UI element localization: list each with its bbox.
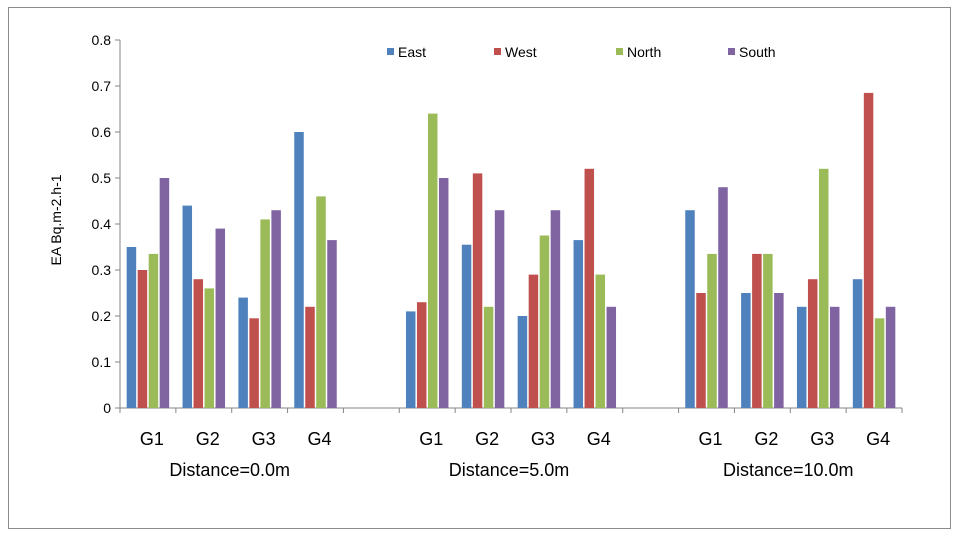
bar-west: [528, 274, 539, 408]
bar-west: [863, 92, 874, 409]
legend-swatch-east: [387, 48, 394, 55]
bar-south: [327, 240, 337, 408]
legend-label-south: South: [739, 44, 776, 60]
legend-label-west: West: [505, 44, 537, 60]
legend-swatch-north: [616, 48, 623, 55]
bar-south: [438, 178, 449, 408]
bar-west: [584, 168, 595, 408]
bar-east: [238, 297, 248, 408]
x-category-label: G3: [252, 429, 276, 449]
bar-west: [696, 293, 706, 408]
bar-east: [182, 205, 193, 408]
x-category-label: G1: [140, 429, 164, 449]
bar-north: [204, 288, 215, 408]
bar-west: [193, 279, 204, 408]
legend-swatch-west: [494, 48, 501, 55]
y-tick-label: 0.5: [92, 170, 112, 186]
y-tick-label: 0.8: [92, 32, 112, 48]
y-tick-label: 0: [103, 400, 111, 416]
y-axis-label: EA Bq.m-2.h-1: [48, 174, 64, 265]
x-category-label: G4: [307, 429, 331, 449]
bar-west: [305, 306, 315, 408]
chart-frame: 0 0.1 0.2 0.3 0.4 0.5 0.6 0.7 0.8 EA Bq.m-2.h-1 G1…: [8, 7, 951, 529]
bar-south: [829, 306, 840, 408]
bar-north: [483, 306, 494, 408]
x-group-label: Distance=0.0m: [169, 460, 290, 480]
bar-south: [159, 178, 170, 408]
bar-north: [763, 253, 773, 408]
y-tick-label: 0.3: [92, 262, 112, 278]
bar-north: [595, 274, 606, 408]
bar-north: [316, 196, 326, 408]
x-category-label: G2: [475, 429, 499, 449]
bar-east: [741, 293, 751, 408]
bar-east: [461, 244, 472, 408]
bar-south: [718, 187, 728, 408]
bar-south: [774, 293, 784, 408]
bar-east: [573, 240, 584, 408]
bar-east: [294, 132, 304, 408]
y-tick-label: 0.2: [92, 308, 112, 324]
legend-swatch-south: [728, 48, 735, 55]
y-tick-label: 0.1: [92, 354, 112, 370]
x-group-label: Distance=10.0m: [723, 460, 854, 480]
bar-south: [215, 228, 226, 408]
x-category-label: G1: [698, 429, 722, 449]
y-tick-label: 0.6: [92, 124, 112, 140]
bar-north: [874, 318, 885, 408]
bar-west: [249, 318, 259, 408]
bar-south: [550, 210, 561, 408]
x-category-label: G2: [754, 429, 778, 449]
bar-east: [685, 210, 695, 408]
bar-south: [271, 210, 281, 408]
x-category-label: G1: [419, 429, 443, 449]
legend-label-north: North: [627, 44, 661, 60]
bar-east: [796, 306, 807, 408]
bar-north: [260, 219, 270, 408]
bar-west: [807, 279, 818, 408]
bar-east: [405, 311, 416, 408]
legend-label-east: East: [398, 44, 426, 60]
bar-north: [148, 253, 159, 408]
bar-west: [472, 173, 483, 408]
x-category-label: G4: [587, 429, 611, 449]
x-category-label: G3: [810, 429, 834, 449]
x-category-label: G2: [196, 429, 220, 449]
bar-south: [885, 306, 896, 408]
bar-south: [606, 306, 617, 408]
bar-north: [707, 253, 717, 408]
bar-east: [852, 279, 863, 408]
y-tick-label: 0.7: [92, 78, 112, 94]
bar-north: [427, 113, 438, 408]
x-category-label: G3: [531, 429, 555, 449]
bar-west: [752, 253, 762, 408]
x-category-label: G4: [866, 429, 890, 449]
bar-east: [517, 316, 528, 408]
bar-south: [494, 210, 505, 408]
bar-west: [137, 270, 148, 408]
y-tick-label: 0.4: [92, 216, 112, 232]
bar-west: [416, 302, 427, 408]
x-group-label: Distance=5.0m: [449, 460, 570, 480]
bar-chart: 0 0.1 0.2 0.3 0.4 0.5 0.6 0.7 0.8 EA Bq.m-2.h-1 G1…: [48, 32, 903, 480]
bar-north: [818, 168, 829, 408]
bar-east: [126, 247, 137, 408]
bar-north: [539, 235, 550, 408]
